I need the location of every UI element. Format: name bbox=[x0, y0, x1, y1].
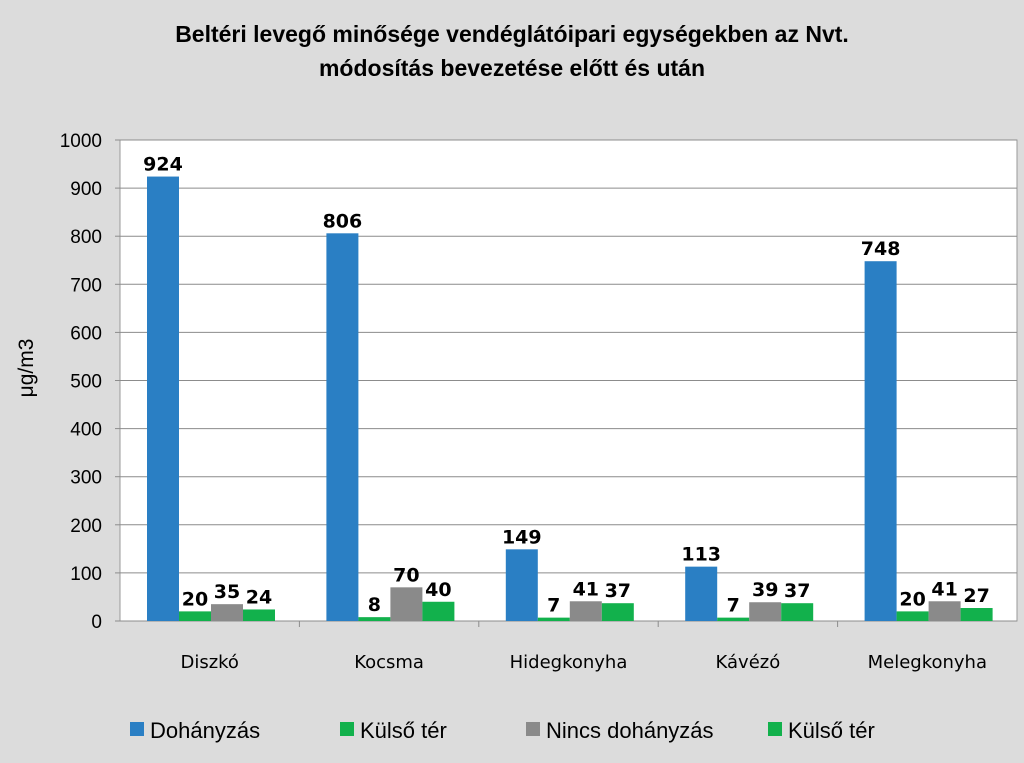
data-label: 20 bbox=[182, 588, 208, 610]
y-tick-label: 700 bbox=[70, 275, 102, 296]
bar bbox=[602, 603, 634, 621]
bar bbox=[179, 611, 211, 621]
bar bbox=[961, 608, 993, 621]
bar bbox=[685, 567, 717, 621]
y-tick-label: 0 bbox=[91, 612, 102, 633]
bar bbox=[211, 604, 243, 621]
bar bbox=[749, 602, 781, 621]
y-tick-label: 900 bbox=[70, 179, 102, 200]
bar bbox=[358, 617, 390, 621]
y-tick-label: 800 bbox=[70, 227, 102, 248]
x-category-label: Kávézó bbox=[716, 652, 781, 673]
legend-label: Dohányzás bbox=[150, 718, 260, 743]
legend-swatch bbox=[768, 722, 782, 736]
data-label: 27 bbox=[963, 585, 989, 607]
legend-label: Külső tér bbox=[360, 718, 447, 743]
data-label: 149 bbox=[502, 526, 542, 548]
data-label: 37 bbox=[605, 580, 631, 602]
bar bbox=[897, 611, 929, 621]
data-label: 113 bbox=[681, 544, 721, 566]
legend-swatch bbox=[526, 722, 540, 736]
legend-swatch bbox=[130, 722, 144, 736]
data-label: 806 bbox=[323, 210, 363, 232]
data-label: 924 bbox=[143, 154, 183, 176]
x-category-label: Hidegkonyha bbox=[510, 652, 628, 673]
x-category-label: Diszkó bbox=[180, 652, 238, 673]
y-tick-label: 500 bbox=[70, 372, 102, 393]
y-tick-label: 300 bbox=[70, 468, 102, 489]
legend-label: Külső tér bbox=[788, 718, 875, 743]
data-label: 37 bbox=[784, 580, 810, 602]
data-label: 41 bbox=[573, 578, 599, 600]
data-label: 70 bbox=[393, 564, 419, 586]
legend: Dohányzás Külső tér Nincs dohányzás Külső t… bbox=[130, 718, 875, 743]
data-label: 7 bbox=[727, 595, 740, 617]
bar bbox=[390, 587, 422, 621]
y-tick-label: 200 bbox=[70, 516, 102, 537]
bar bbox=[865, 261, 897, 621]
data-label: 41 bbox=[931, 578, 957, 600]
bar bbox=[422, 602, 454, 621]
data-label: 8 bbox=[368, 594, 381, 616]
y-tick-label: 400 bbox=[70, 420, 102, 441]
bar bbox=[243, 609, 275, 621]
x-category-label: Melegkonyha bbox=[868, 652, 987, 673]
data-label: 40 bbox=[425, 579, 451, 601]
data-label: 39 bbox=[752, 579, 778, 601]
bar bbox=[538, 618, 570, 621]
data-label: 35 bbox=[214, 581, 240, 603]
bar bbox=[570, 601, 602, 621]
chart-title: Beltéri levegő minősége vendéglátóipari … bbox=[175, 21, 849, 47]
y-axis-ticks: 0 100 200 300 400 500 600 700 800 900 1000 bbox=[60, 131, 120, 633]
y-axis-label: μg/m3 bbox=[15, 339, 38, 398]
bar bbox=[781, 603, 813, 621]
data-label: 20 bbox=[899, 588, 925, 610]
bar bbox=[147, 177, 179, 621]
data-label: 748 bbox=[861, 238, 901, 260]
y-tick-label: 1000 bbox=[60, 131, 102, 152]
y-tick-label: 100 bbox=[70, 564, 102, 585]
legend-swatch bbox=[340, 722, 354, 736]
data-label: 24 bbox=[246, 586, 272, 608]
x-axis-categories: Diszkó Kocsma Hidegkonyha Kávézó Melegkonyha bbox=[180, 621, 987, 673]
y-tick-label: 600 bbox=[70, 323, 102, 344]
chart-subtitle: módosítás bevezetése előtt és után bbox=[319, 55, 705, 81]
bar bbox=[929, 601, 961, 621]
x-category-label: Kocsma bbox=[354, 652, 424, 673]
bar bbox=[717, 618, 749, 621]
data-label: 7 bbox=[547, 595, 560, 617]
bar bbox=[326, 233, 358, 621]
bar bbox=[506, 549, 538, 621]
legend-label: Nincs dohányzás bbox=[546, 718, 714, 743]
